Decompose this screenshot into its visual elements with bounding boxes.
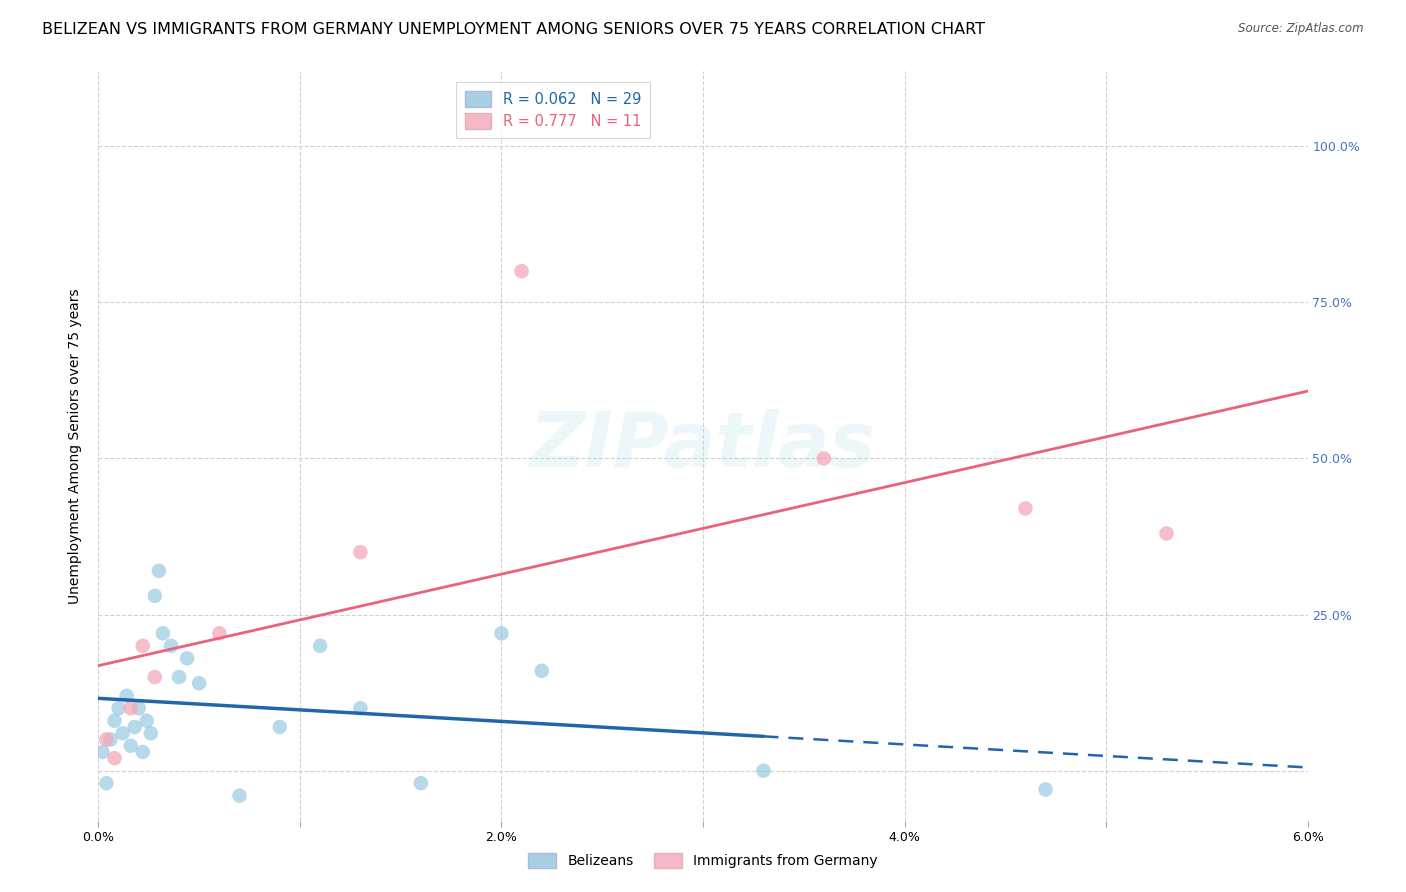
Point (1035, 782, 1057, 797)
Point (188, 676, 211, 690)
Point (107, 701, 129, 715)
Point (176, 651, 198, 665)
Point (132, 639, 155, 653)
Point (530, 664, 553, 678)
Point (103, 714, 125, 728)
Point (752, 764, 775, 778)
Point (120, 739, 142, 753)
Point (148, 564, 170, 578)
Point (409, 776, 432, 790)
Point (91, 745, 114, 759)
Point (349, 545, 371, 559)
Point (160, 639, 183, 653)
Point (135, 714, 157, 728)
Point (309, 639, 332, 653)
Point (143, 670, 166, 684)
Point (120, 701, 142, 715)
Point (100, 732, 122, 747)
Point (1014, 501, 1036, 516)
Point (167, 670, 190, 684)
Point (1156, 526, 1178, 541)
Text: Source: ZipAtlas.com: Source: ZipAtlas.com (1239, 22, 1364, 36)
Point (813, 451, 835, 466)
Point (228, 789, 250, 803)
Point (349, 701, 371, 715)
Point (96, 732, 118, 747)
Point (510, 264, 533, 278)
Point (152, 626, 174, 640)
Legend: Belizeans, Immigrants from Germany: Belizeans, Immigrants from Germany (523, 847, 883, 873)
Point (128, 701, 150, 715)
Point (115, 689, 138, 703)
Point (491, 626, 513, 640)
Point (103, 751, 125, 765)
Point (96, 776, 118, 790)
Text: BELIZEAN VS IMMIGRANTS FROM GERMANY UNEMPLOYMENT AMONG SENIORS OVER 75 YEARS COR: BELIZEAN VS IMMIGRANTS FROM GERMANY UNEM… (42, 22, 986, 37)
Point (208, 626, 231, 640)
Point (139, 726, 162, 740)
Point (143, 589, 166, 603)
Text: ZIPatlas: ZIPatlas (530, 409, 876, 483)
Point (269, 720, 291, 734)
Point (132, 745, 155, 759)
Point (124, 720, 146, 734)
Y-axis label: Unemployment Among Seniors over 75 years: Unemployment Among Seniors over 75 years (69, 288, 83, 604)
Point (111, 726, 134, 740)
